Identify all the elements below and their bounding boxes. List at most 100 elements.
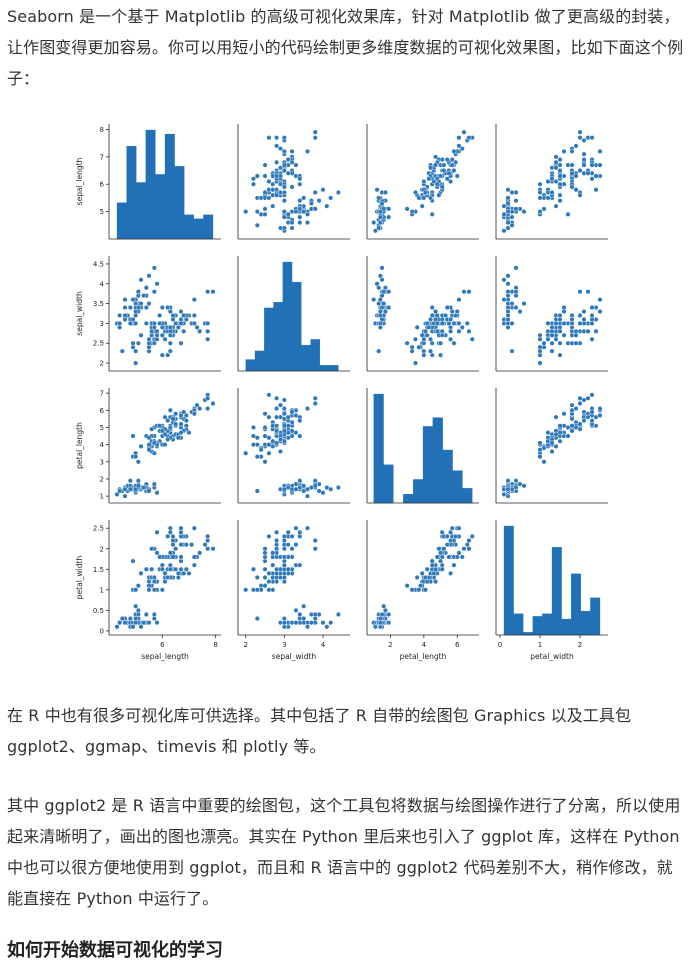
scatter-point bbox=[266, 392, 272, 398]
scatter-point bbox=[266, 579, 272, 585]
scatter-point bbox=[459, 324, 465, 330]
scatter-point bbox=[379, 265, 385, 271]
y-tick-label: 3 bbox=[100, 320, 104, 328]
scatter-point bbox=[281, 162, 287, 168]
scatter-point bbox=[505, 225, 511, 231]
histogram-bar bbox=[403, 494, 414, 504]
scatter-point bbox=[293, 620, 299, 626]
scatter-point bbox=[133, 587, 139, 593]
scatter-point bbox=[324, 624, 330, 630]
y-tick-label: 3.5 bbox=[93, 300, 104, 308]
scatter-point bbox=[297, 418, 303, 424]
scatter-point bbox=[175, 570, 181, 576]
scatter-point bbox=[444, 542, 450, 548]
scatter-point bbox=[537, 181, 543, 187]
histogram-bar bbox=[551, 547, 562, 636]
scatter-point bbox=[135, 611, 141, 617]
scatter-point bbox=[577, 421, 583, 427]
scatter-point bbox=[141, 293, 147, 299]
scatter-point bbox=[316, 198, 322, 204]
scatter-point bbox=[289, 533, 295, 539]
scatter-point bbox=[159, 587, 165, 593]
scatter-point bbox=[459, 554, 465, 560]
scatter-point bbox=[143, 611, 149, 617]
scatter-point bbox=[451, 562, 457, 568]
histogram-bar bbox=[571, 573, 581, 636]
scatter-point bbox=[505, 220, 511, 226]
scatter-point bbox=[281, 406, 287, 412]
scatter-point bbox=[585, 414, 591, 420]
scatter-point bbox=[459, 146, 465, 152]
scatter-point bbox=[312, 206, 318, 212]
scatter-point bbox=[509, 214, 515, 220]
scatter-point bbox=[335, 189, 341, 195]
scatter-point bbox=[304, 220, 311, 226]
scatter-point bbox=[328, 486, 334, 492]
scatter-point bbox=[178, 542, 184, 548]
scatter-point bbox=[312, 135, 318, 141]
pairplot-chart: 5 6 7 8 sepal_length 2 2.5 3 3.5 4 4.5 sepal_width 1… bbox=[75, 124, 608, 661]
scatter-point bbox=[194, 324, 200, 330]
scatter-point bbox=[438, 340, 444, 346]
section-heading: 如何开始数据可视化的学习 bbox=[7, 940, 223, 961]
scatter-point bbox=[557, 162, 563, 168]
scatter-point bbox=[561, 148, 567, 154]
histogram-bar bbox=[136, 182, 146, 240]
scatter-point bbox=[585, 328, 591, 334]
histogram-bar bbox=[184, 214, 194, 240]
histogram-bar bbox=[155, 174, 166, 240]
scatter-point bbox=[461, 129, 467, 135]
scatter-point bbox=[205, 289, 211, 295]
scatter-point bbox=[505, 187, 511, 193]
x-tick-label: 2 bbox=[243, 641, 247, 649]
y-axis-label: sepal_length bbox=[75, 157, 84, 205]
scatter-point bbox=[146, 273, 152, 279]
scatter-point bbox=[281, 562, 287, 568]
scatter-point bbox=[277, 402, 284, 408]
y-tick-label: 1 bbox=[100, 493, 104, 501]
scatter-point bbox=[577, 289, 583, 295]
histogram-bar bbox=[462, 488, 473, 504]
scatter-point bbox=[517, 308, 523, 315]
scatter-point bbox=[553, 203, 559, 209]
scatter-point bbox=[254, 574, 260, 581]
scatter-point bbox=[274, 566, 280, 572]
scatter-point bbox=[133, 308, 139, 315]
scatter-point bbox=[377, 214, 383, 220]
scatter-point bbox=[143, 320, 149, 326]
scatter-point bbox=[589, 162, 595, 168]
scatter-point bbox=[456, 297, 462, 303]
scatter-point bbox=[433, 579, 439, 585]
scatter-point bbox=[537, 454, 543, 460]
x-axis-label: petal_length bbox=[400, 652, 447, 661]
scatter-point bbox=[537, 195, 543, 201]
histogram-bar bbox=[301, 345, 311, 372]
scatter-point bbox=[553, 178, 559, 185]
scatter-point bbox=[167, 407, 173, 413]
scatter-point bbox=[281, 184, 287, 190]
scatter-point bbox=[266, 135, 272, 141]
scatter-point bbox=[262, 574, 268, 581]
scatter-point bbox=[320, 187, 326, 193]
scatter-point bbox=[421, 178, 427, 185]
scatter-point bbox=[335, 485, 341, 491]
scatter-point bbox=[154, 281, 160, 287]
y-tick-label: 0 bbox=[100, 627, 104, 635]
scatter-point bbox=[304, 525, 311, 531]
intro-paragraph: Seaborn 是一个基于 Matplotlib 的高级可视化效果库，针对 Ma… bbox=[7, 7, 684, 88]
scatter-point bbox=[143, 566, 149, 572]
scatter-point bbox=[593, 328, 599, 334]
y-tick-label: 2.5 bbox=[93, 525, 104, 533]
scatter-point bbox=[414, 574, 420, 581]
histogram-bar bbox=[422, 426, 434, 504]
scatter-point bbox=[521, 209, 527, 215]
scatter-point bbox=[186, 430, 192, 436]
histogram-bar bbox=[245, 359, 256, 372]
scatter-point bbox=[262, 411, 268, 417]
scatter-point bbox=[281, 423, 287, 429]
scatter-point bbox=[434, 554, 440, 560]
scatter-point bbox=[424, 566, 430, 572]
scatter-point bbox=[409, 587, 415, 593]
scatter-point bbox=[589, 320, 595, 326]
scatter-point bbox=[521, 301, 527, 307]
